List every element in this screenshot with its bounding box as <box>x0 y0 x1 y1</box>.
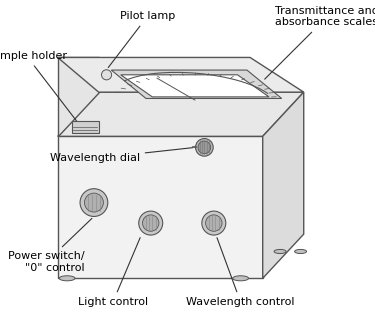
Circle shape <box>142 215 159 231</box>
Ellipse shape <box>295 249 307 253</box>
Ellipse shape <box>274 249 286 253</box>
Circle shape <box>102 70 112 80</box>
Circle shape <box>139 211 163 235</box>
Ellipse shape <box>59 276 75 281</box>
Polygon shape <box>121 75 269 97</box>
Ellipse shape <box>233 276 249 281</box>
Text: Wavelength control: Wavelength control <box>186 238 295 307</box>
Circle shape <box>195 139 213 156</box>
Text: Sample holder: Sample holder <box>0 51 80 125</box>
Text: Power switch/
"0" control: Power switch/ "0" control <box>8 218 92 273</box>
Circle shape <box>202 211 226 235</box>
Text: Light control: Light control <box>78 238 148 307</box>
Polygon shape <box>58 92 304 136</box>
Polygon shape <box>72 121 99 133</box>
Text: Pilot lamp: Pilot lamp <box>108 11 175 68</box>
Text: Transmittance and
absorbance scales: Transmittance and absorbance scales <box>265 6 375 79</box>
Text: Wavelength dial: Wavelength dial <box>50 148 193 164</box>
Polygon shape <box>263 92 304 278</box>
Circle shape <box>84 193 104 212</box>
Polygon shape <box>58 136 263 278</box>
Polygon shape <box>111 70 282 99</box>
Circle shape <box>80 189 108 216</box>
Circle shape <box>198 141 211 154</box>
Polygon shape <box>58 58 304 92</box>
Polygon shape <box>58 58 99 136</box>
Circle shape <box>206 215 222 231</box>
